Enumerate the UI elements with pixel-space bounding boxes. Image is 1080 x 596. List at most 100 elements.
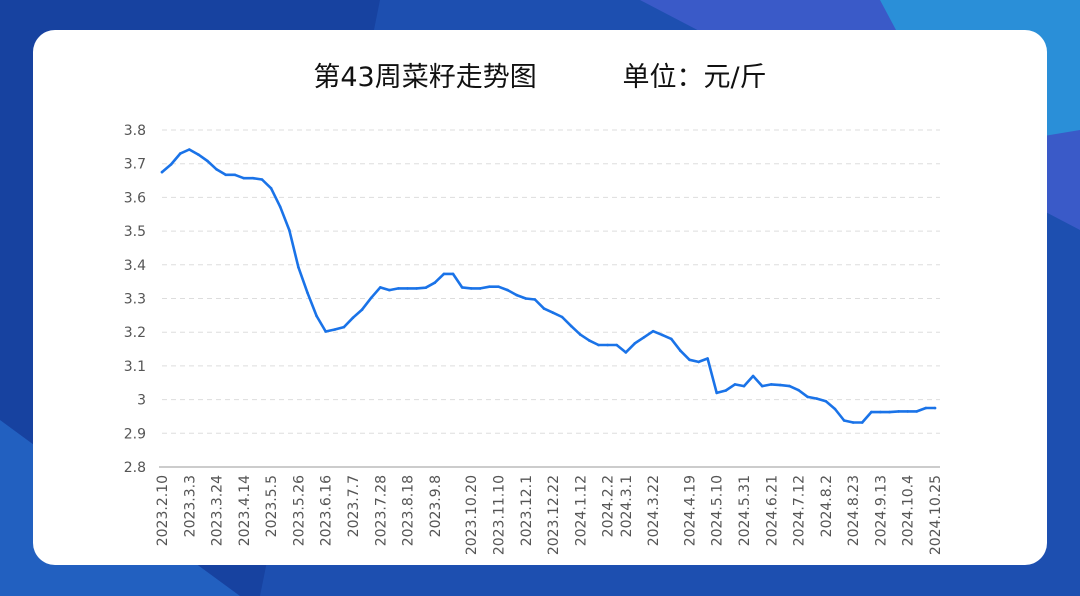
data-point [897,410,900,413]
data-point [888,410,891,414]
data-point [815,397,819,400]
data-point [870,410,873,414]
data-point [633,342,637,345]
data-point [733,383,737,386]
x-tick-label: 2023.5.26 [291,475,307,546]
y-tick-label: 3.3 [124,292,146,308]
data-point [906,410,909,413]
data-point [742,384,746,388]
data-point [515,293,518,297]
x-tick-label: 2024.5.10 [710,475,726,546]
data-point [442,272,446,276]
data-point [469,287,473,290]
data-point [679,349,682,353]
data-point [533,298,537,301]
data-point [624,351,628,354]
data-point [797,388,800,392]
x-tick-label: 2024.9.13 [873,475,889,546]
data-point [315,314,318,318]
data-point [833,407,837,411]
data-point [333,328,337,331]
x-tick-label: 2023.10.20 [464,475,480,555]
chart-card [33,30,1047,565]
data-point [588,339,591,342]
data-point [779,383,782,387]
data-point [651,329,655,333]
x-tick-label: 2024.6.21 [764,475,780,546]
data-point [606,343,609,347]
x-tick-label: 2024.10.25 [928,475,944,555]
x-tick-label: 2023.9.8 [428,475,444,537]
data-point [688,358,691,362]
y-tick-label: 3 [137,393,146,409]
data-point [269,187,273,190]
data-point [206,159,209,163]
x-tick-label: 2024.3.22 [646,475,662,546]
data-point [642,336,646,339]
data-point [579,333,582,336]
data-point [724,389,728,392]
data-point [879,410,882,414]
data-point [406,287,409,290]
x-tick-label: 2024.7.12 [792,475,808,546]
x-tick-label: 2023.3.24 [210,475,226,546]
data-point [524,297,528,300]
data-point [451,272,455,276]
x-tick-label: 2023.12.22 [546,475,562,555]
y-tick-label: 3.1 [124,359,146,375]
data-point [197,153,200,156]
data-point [615,343,618,347]
x-tick-label: 2023.12.1 [519,475,535,546]
data-point [915,410,919,413]
x-tick-label: 2024.8.23 [846,475,862,546]
chart-unit: 单位：元/斤 [622,61,767,93]
data-point [933,406,937,410]
data-point [424,286,428,290]
data-point [506,288,509,292]
x-tick-label: 2023.7.28 [373,475,389,546]
data-point [169,163,173,166]
data-point [488,285,491,289]
data-point [160,170,164,174]
data-point [460,286,464,289]
data-point [288,228,291,232]
data-point [760,384,764,388]
data-point [770,383,773,386]
y-tick-label: 2.9 [124,426,146,442]
x-tick-label: 2024.2.2 [601,475,617,537]
x-tick-label: 2024.8.2 [819,475,835,537]
data-point [860,421,864,424]
data-point [788,384,791,388]
data-point [670,337,673,341]
data-point [306,291,309,295]
x-tick-label: 2024.4.19 [682,475,698,546]
x-tick-label: 2024.10.4 [901,475,917,546]
data-point [342,325,346,329]
data-point [415,287,418,290]
data-point [751,374,755,378]
data-point [842,419,846,422]
data-point [297,265,300,269]
data-point [224,173,227,177]
y-tick-label: 2.8 [124,460,146,476]
data-point [806,395,809,399]
series-line [160,148,937,424]
chart-header: 第43周菜籽走势图 单位：元/斤 [33,52,1047,96]
data-point [569,324,573,328]
data-point [660,333,664,337]
x-tick-label: 2023.2.10 [155,475,171,546]
x-tick-label: 2023.4.14 [237,475,253,546]
x-tick-label: 2024.1.12 [573,475,589,546]
data-point [597,343,600,347]
chart-title: 第43周菜籽走势图 [313,61,537,93]
x-tick-label: 2023.5.5 [264,475,280,537]
data-point [706,357,709,360]
data-point [851,421,855,424]
data-point [433,281,437,285]
data-point [215,168,218,171]
data-point [379,286,382,289]
x-tick-label: 2023.6.16 [319,475,335,546]
data-point [260,178,264,181]
data-point [233,173,237,177]
